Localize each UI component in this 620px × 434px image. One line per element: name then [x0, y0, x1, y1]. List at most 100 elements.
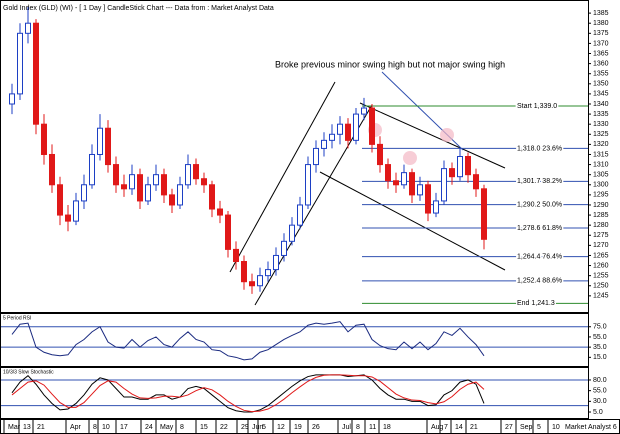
y-tick-label: 1375	[593, 30, 609, 37]
candle-body	[353, 113, 359, 141]
candle-body	[449, 168, 455, 178]
y-tick-label: 1325	[593, 131, 609, 138]
candle-body	[297, 204, 303, 226]
y-tick-label: 1275	[593, 232, 609, 239]
x-tick-label: Mar	[8, 424, 21, 431]
x-tick-label: 7	[444, 424, 448, 431]
y-tick-label: 1345	[593, 91, 609, 98]
y-tick-label: 1250	[593, 283, 609, 290]
candle-body	[41, 123, 47, 155]
y-tick-label: 1285	[593, 212, 609, 219]
x-tick-label: 12	[277, 424, 285, 431]
y-tick-label: 75.0	[593, 324, 607, 331]
x-tick-label: 29	[241, 424, 249, 431]
x-tick-label: 21	[470, 424, 478, 431]
x-tick-label: 21	[37, 424, 45, 431]
stochastic-panel	[0, 367, 589, 419]
candle-body	[65, 214, 71, 222]
rsi-panel	[0, 313, 589, 367]
y-tick-label: 30.0	[593, 398, 607, 405]
y-tick-label: 1300	[593, 182, 609, 189]
candle-body	[73, 200, 79, 222]
x-tick-label: 26	[312, 424, 320, 431]
y-tick-label: 1360	[593, 60, 609, 67]
candle-body	[49, 153, 55, 186]
candle-body	[417, 184, 423, 196]
x-tick-label: 14	[455, 424, 463, 431]
price-panel	[0, 0, 589, 313]
x-tick-label: 13	[23, 424, 31, 431]
candle-body	[473, 174, 479, 190]
candle-body	[289, 224, 295, 242]
y-tick-label: 1340	[593, 101, 609, 108]
candle-body	[97, 127, 103, 155]
candle-body	[321, 139, 327, 149]
indicator-line	[11, 321, 485, 361]
y-tick-label: 1385	[593, 10, 609, 17]
candle-body	[217, 208, 223, 216]
candle-body	[225, 214, 231, 250]
x-tick-label: 19	[294, 424, 302, 431]
rsi-title: 5 Period RSI	[3, 315, 31, 321]
x-tick-label: 5	[262, 424, 266, 431]
fib-label: End 1,241.3	[517, 300, 555, 307]
y-tick-label: 5.0	[593, 409, 603, 416]
candle-body	[9, 93, 15, 105]
candle-body	[121, 184, 127, 190]
fib-label: 1,301.7 38.2%	[517, 178, 562, 185]
candle-body	[129, 174, 135, 190]
candle-body	[409, 172, 415, 196]
candle-body	[81, 184, 87, 202]
candle-body	[89, 153, 95, 186]
x-tick-label: 22	[220, 424, 228, 431]
candle-body	[17, 32, 23, 95]
y-tick-label: 1335	[593, 111, 609, 118]
x-tick-label: 15	[200, 424, 208, 431]
y-tick-label: 1290	[593, 202, 609, 209]
x-tick-label: 18	[383, 424, 391, 431]
y-tick-label: 15.0	[593, 354, 607, 361]
y-tick-label: 80.0	[593, 377, 607, 384]
y-tick-label: 1365	[593, 50, 609, 57]
x-tick-label: 10	[102, 424, 110, 431]
candle-body	[465, 156, 471, 176]
y-tick-label: 1320	[593, 141, 609, 148]
x-tick-label: 8	[93, 424, 97, 431]
brand: Market Analyst 6	[565, 424, 617, 431]
candle-body	[113, 164, 119, 186]
y-tick-label: 1265	[593, 252, 609, 259]
y-tick-label: 55.0	[593, 387, 607, 394]
y-tick-label: 1305	[593, 172, 609, 179]
fib-label: 1,264.4 76.4%	[517, 254, 562, 261]
candle-body	[377, 143, 383, 166]
y-tick-label: 1370	[593, 40, 609, 47]
candle-body	[441, 168, 447, 202]
fib-label: Start 1,339.0	[517, 103, 557, 110]
fib-label: 1,318.0 23.6%	[517, 145, 562, 152]
y-tick-label: 1310	[593, 161, 609, 168]
y-tick-label: 1315	[593, 151, 609, 158]
x-tick-label: 27	[505, 424, 513, 431]
x-tick-label: 8	[180, 424, 184, 431]
x-tick-label: 24	[145, 424, 153, 431]
candle-body	[273, 254, 279, 271]
candle-body	[241, 261, 247, 283]
candle-body	[385, 164, 391, 182]
y-tick-label: 1380	[593, 20, 609, 27]
trend-line	[254, 104, 373, 306]
candle-body	[281, 240, 287, 256]
x-tick-label: 11	[369, 424, 376, 431]
y-tick-label: 1260	[593, 262, 609, 269]
trend-line	[319, 171, 506, 271]
candle-body	[313, 147, 319, 166]
candle-body	[481, 188, 487, 240]
y-tick-label: 1295	[593, 192, 609, 199]
candle-body	[57, 184, 63, 216]
highlight	[440, 128, 454, 142]
fib-label: 1,290.2 50.0%	[517, 201, 562, 208]
trend-line	[359, 102, 506, 169]
candle-body	[401, 172, 407, 186]
candle-body	[265, 269, 271, 277]
x-tick-label: 10	[552, 424, 560, 431]
candle-body	[193, 164, 199, 180]
